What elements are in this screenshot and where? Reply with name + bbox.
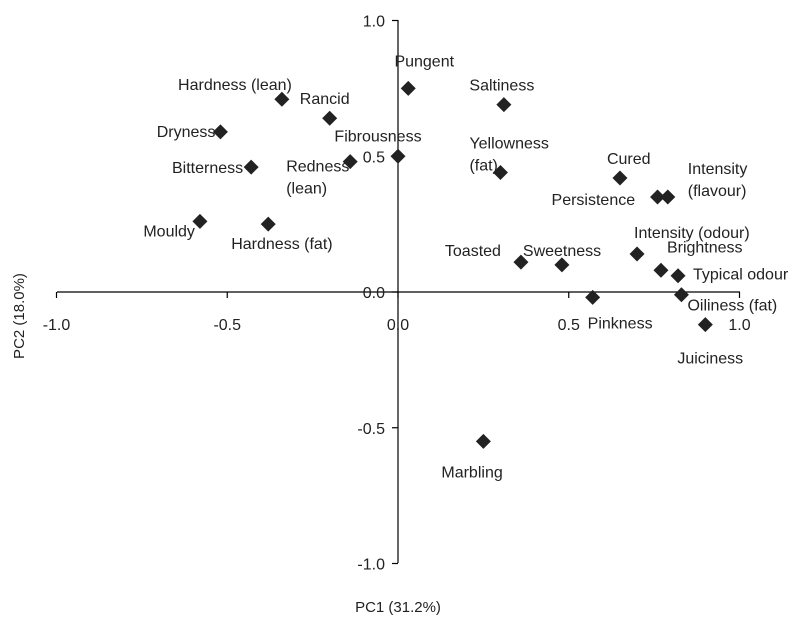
label-line-intensity-flavour: (flavour) [688, 183, 747, 200]
point-cured [612, 170, 628, 186]
label-line-intensity-flavour: Intensity [688, 161, 748, 178]
label-line-redness-lean: (lean) [286, 181, 327, 198]
x-tick-label: -1.0 [43, 317, 71, 334]
x-tick-label: -0.5 [213, 317, 241, 334]
label-line-redness-lean: Redness [286, 159, 349, 176]
y-tick-label: 0.0 [363, 285, 385, 302]
label-pinkness: Pinkness [588, 315, 653, 332]
point-juiciness [697, 317, 713, 333]
point-mouldy [192, 213, 208, 229]
label-intensity-odour: Intensity (odour) [634, 225, 750, 242]
point-bitterness [243, 159, 259, 175]
label-toasted: Toasted [445, 243, 501, 260]
label-typical-odour: Typical odour [693, 267, 789, 284]
y-tick-label: -0.5 [357, 421, 385, 438]
point-pinkness [585, 289, 601, 305]
label-line-yellowness-fat: (fat) [469, 158, 497, 175]
label-dryness: Dryness [157, 124, 216, 141]
point-rancid [322, 110, 338, 126]
point-brightness [653, 262, 669, 278]
label-rancid: Rancid [300, 91, 350, 108]
label-redness-lean: Redness (lean) [286, 159, 349, 198]
axis-ticks: -1.0 -0.5 0.0 0.5 1.0 1.0 0.5 0.0 -0.5 -1.0 [43, 14, 751, 574]
label-line-yellowness-fat: Yellowness [469, 136, 548, 153]
y-tick-label: -1.0 [357, 557, 385, 574]
label-persistence: Persistence [552, 192, 636, 209]
label-bitterness: Bitterness [172, 160, 243, 177]
label-oiliness-fat: Oiliness (fat) [687, 298, 777, 315]
point-intensity-odour [629, 246, 645, 262]
x-tick-label: 0.5 [558, 317, 580, 334]
label-hardness-fat: Hardness (fat) [231, 236, 332, 253]
label-mouldy: Mouldy [143, 223, 195, 240]
y-tick-label: 1.0 [363, 14, 385, 31]
point-marbling [475, 433, 491, 449]
axes [57, 20, 740, 563]
label-cured: Cured [607, 151, 651, 168]
label-hardness-lean: Hardness (lean) [178, 77, 292, 94]
label-marbling: Marbling [441, 464, 502, 481]
label-brightness: Brightness [667, 239, 743, 256]
x-tick-label: 1.0 [728, 317, 750, 334]
x-axis-title: PC1 (31.2%) [355, 599, 441, 616]
point-oiliness-fat [673, 287, 689, 303]
point-fibrousness [390, 148, 406, 164]
point-hardness-fat [260, 216, 276, 232]
point-typical-odour [670, 268, 686, 284]
label-saltiness: Saltiness [469, 78, 534, 95]
point-persistence [650, 189, 666, 205]
label-juiciness: Juiciness [677, 351, 743, 368]
data-point-labels: Pungent Saltiness Hardness (lean) Rancid Dry… [143, 53, 789, 481]
point-dryness [212, 124, 228, 140]
point-pungent [400, 80, 416, 96]
label-sweetness: Sweetness [523, 243, 601, 260]
point-saltiness [496, 97, 512, 113]
label-pungent: Pungent [394, 53, 454, 70]
x-tick-label: 0.0 [387, 317, 409, 334]
y-axis-title: PC2 (18.0%) [11, 273, 28, 359]
label-intensity-flavour: Intensity (flavour) [688, 161, 748, 200]
data-points [192, 80, 713, 449]
point-toasted [513, 254, 529, 270]
point-redness-lean [342, 154, 358, 170]
point-sweetness [554, 257, 570, 273]
label-yellowness-fat: Yellowness (fat) [469, 136, 548, 175]
point-intensity-flavour [660, 189, 676, 205]
y-tick-label: 0.5 [363, 149, 385, 166]
label-fibrousness: Fibrousness [334, 128, 421, 145]
point-yellowness-fat [492, 165, 508, 181]
point-hardness-lean [274, 91, 290, 107]
